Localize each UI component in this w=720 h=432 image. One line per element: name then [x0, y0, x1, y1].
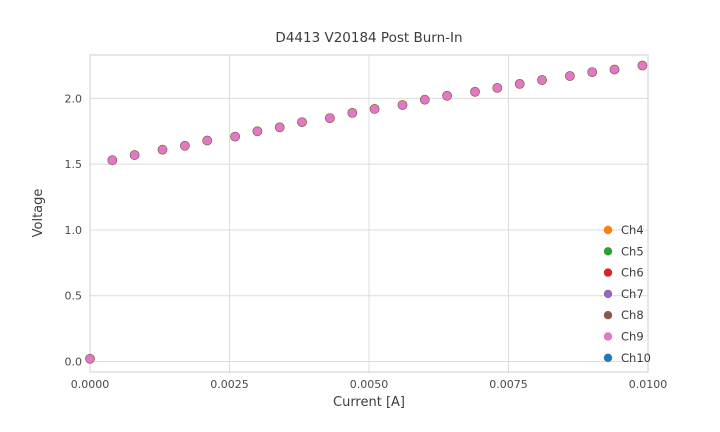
legend-marker-ch5 — [603, 247, 613, 256]
y-tick-label: 1.0 — [65, 224, 83, 237]
legend-marker-ch10 — [603, 353, 613, 362]
scatter-point-ch9 — [470, 87, 480, 96]
scatter-point-ch9 — [348, 108, 357, 118]
x-tick-label: 0.0100 — [629, 378, 668, 391]
scatter-point-ch9 — [442, 91, 452, 100]
scatter-point-ch9 — [297, 117, 307, 127]
legend-label-ch7: Ch7 — [621, 287, 644, 301]
legend-label-ch9: Ch9 — [621, 330, 644, 344]
legend-marker-ch4 — [603, 225, 613, 235]
scatter-point-ch9 — [275, 123, 284, 132]
scatter-point-ch9 — [158, 145, 167, 154]
scatter-point-ch9 — [420, 95, 429, 104]
legend-label-ch8: Ch8 — [621, 308, 644, 322]
y-tick-label: 2.0 — [65, 92, 83, 105]
y-axis-label: Voltage — [31, 189, 46, 238]
y-tick-label: 1.5 — [65, 158, 83, 171]
y-tick-label: 0.5 — [65, 290, 83, 303]
x-tick-label: 0.0075 — [489, 378, 528, 391]
scatter-point-ch9 — [610, 65, 619, 74]
grid-layer — [89, 55, 649, 372]
legend-marker-ch8 — [603, 311, 613, 320]
x-axis-label: Current [A] — [333, 395, 405, 410]
plot-border — [89, 54, 649, 373]
scatter-point-ch9 — [130, 150, 139, 160]
legend-label-ch6: Ch6 — [621, 266, 644, 280]
scatter-point-ch9 — [537, 75, 547, 85]
scatter-point-ch9 — [370, 104, 379, 114]
scatter-point-ch9 — [398, 100, 407, 110]
scatter-point-ch9 — [325, 113, 335, 123]
points-layer — [85, 60, 648, 364]
legend: Ch4 Ch5 Ch6 Ch7 Ch8 Ch9 Ch10 — [603, 223, 651, 365]
chart-title: D4413 V20184 Post Burn-In — [275, 30, 462, 46]
scatter-point-ch9 — [203, 136, 212, 145]
x-tick-label: 0.0025 — [210, 378, 249, 391]
scatter-point-ch9 — [85, 354, 95, 363]
legend-marker-ch7 — [603, 289, 613, 299]
ticks-layer: 0.0000 0.0025 0.0050 0.0075 0.0100 0.0 0.5 1.0 1… — [65, 92, 668, 391]
legend-marker-ch9 — [603, 332, 613, 341]
x-tick-label: 0.0000 — [71, 378, 110, 391]
scatter-point-ch9 — [588, 67, 597, 77]
scatter-point-ch9 — [253, 127, 262, 136]
legend-marker-ch6 — [603, 268, 613, 277]
scatter-point-ch9 — [180, 141, 190, 150]
legend-label-ch4: Ch4 — [621, 223, 644, 237]
scatter-point-ch9 — [515, 79, 524, 89]
legend-label-ch5: Ch5 — [621, 244, 644, 258]
legend-label-ch10: Ch10 — [621, 351, 651, 365]
x-tick-label: 0.0050 — [350, 378, 389, 391]
scatter-point-ch9 — [493, 83, 502, 93]
scatter-point-ch9 — [108, 156, 117, 165]
scatter-point-ch9 — [565, 71, 575, 81]
scatter-point-ch9 — [638, 61, 647, 70]
y-tick-label: 0.0 — [65, 355, 83, 368]
scatter-point-ch9 — [230, 132, 240, 141]
